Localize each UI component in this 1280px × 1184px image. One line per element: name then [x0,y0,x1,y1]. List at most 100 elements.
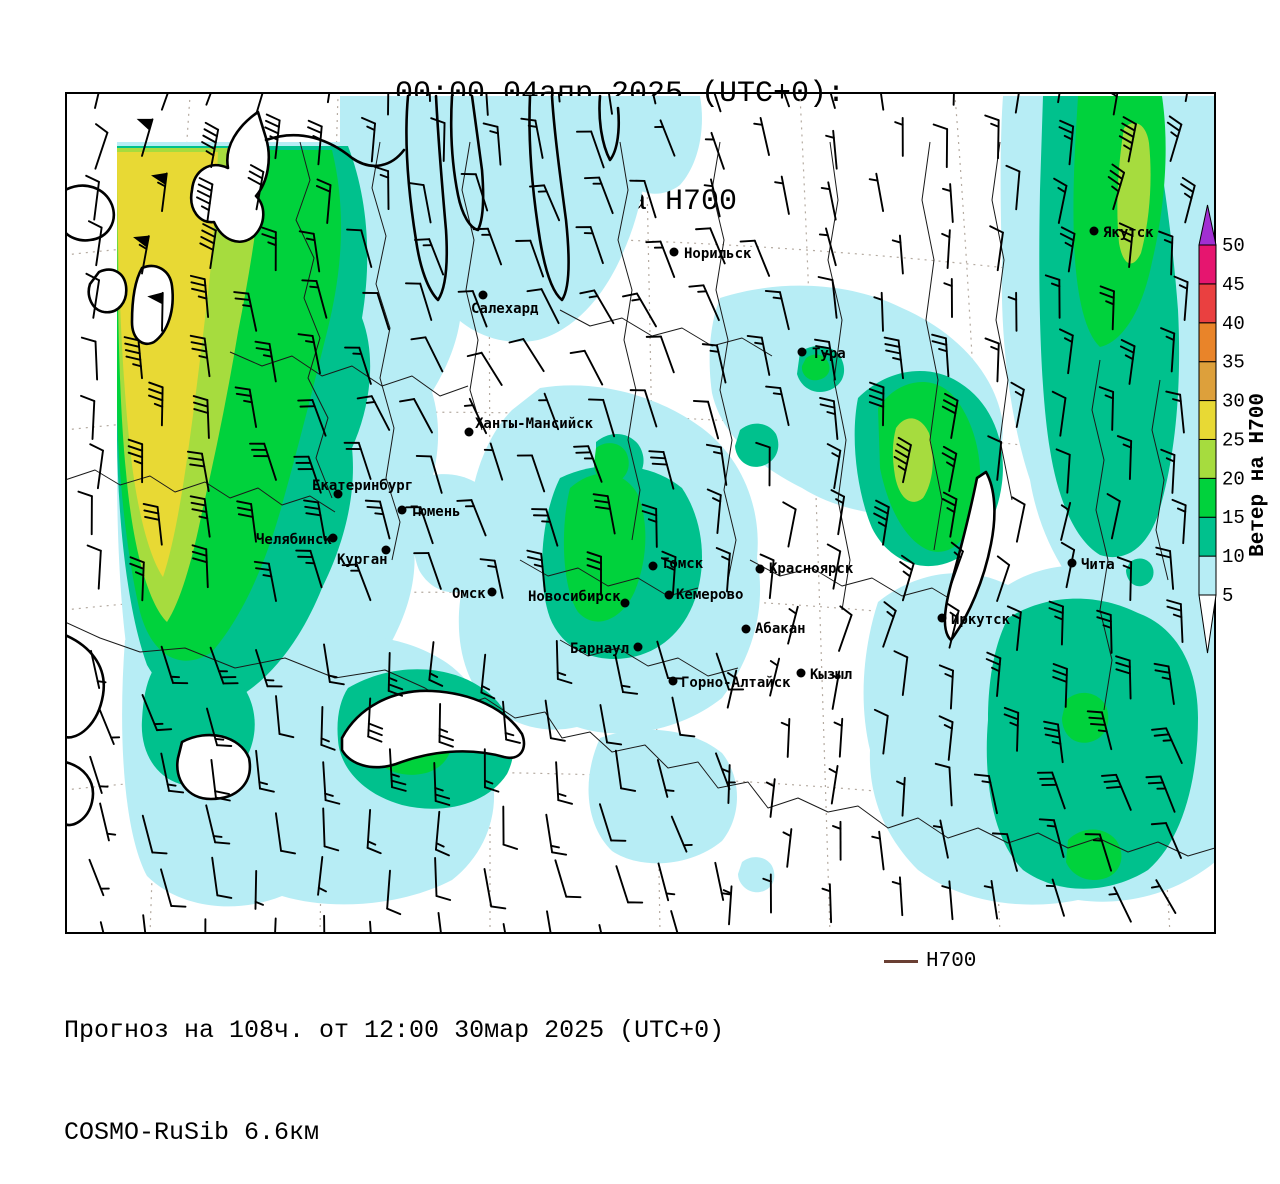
wind-barb [780,828,792,867]
wind-barb [984,338,999,381]
weather-map-canvas: НорильскСалехардТураХанты-МансийскЕкатер… [0,0,1280,1024]
wind-barb [509,335,543,378]
wind-barb [81,176,100,220]
city-label: Омск [452,586,486,602]
colorbar-segment [1199,323,1216,362]
colorbar-tick: 5 [1222,585,1233,607]
city-label: Якутск [1103,225,1154,241]
city-dot [1090,227,1099,236]
wind-barb [943,184,953,222]
city-dot [398,506,407,515]
wind-barb [571,347,603,391]
city-dot [797,669,806,678]
colorbar-segment [1199,284,1216,323]
city-Горно-Алтайск: Горно-Алтайск [669,675,792,691]
wind-barb [940,230,950,268]
colorbar-segment [1199,439,1216,478]
city-label: Норильск [684,246,752,262]
wind-barb [722,886,732,924]
city-label: Кызыл [810,667,852,683]
city-Кемерово: Кемерово [665,587,744,603]
wind-barb [985,115,999,158]
model-info: COSMO-RuSib 6.6км [64,1116,724,1150]
city-label: Абакан [755,621,806,637]
colorbar-tick: 35 [1222,352,1245,374]
city-Новосибирск: Новосибирск [528,589,630,608]
wind-barb [817,71,835,110]
city-dot [621,599,630,608]
wind-barb [555,856,580,901]
city-Норильск: Норильск [670,246,753,262]
city-Кызыл: Кызыл [797,667,853,683]
wind-barb [155,71,175,109]
city-dot [669,677,678,686]
wind-barb [78,492,92,535]
city-label: Екатеринбург [312,478,413,494]
wind-barb [1004,497,1026,541]
wind-barb [819,228,836,267]
wind-barb [892,877,902,915]
city-label: Иркутск [951,612,1011,628]
city-dot [1068,559,1077,568]
h700-legend: H700 [884,950,976,973]
city-label: Горно-Алтайск [681,675,791,691]
wind-barb [83,124,109,169]
city-label: Красноярск [769,561,854,577]
city-dot [634,643,643,652]
city-label: Курган [337,552,388,568]
wind-barb [1045,58,1065,102]
colorbar-title: Ветер на H700 [1247,393,1270,557]
city-dot [670,248,679,257]
colorbar-tick: 15 [1222,507,1245,529]
city-dot [798,348,807,357]
wind-barb [439,912,451,951]
wind-barb [199,67,219,105]
city-label: Кемерово [676,587,743,603]
wind-barb [85,546,101,589]
city-dot [665,591,674,600]
city-dot [488,588,497,597]
wind-barb [556,761,572,804]
colorbar-segment [1199,556,1216,595]
wind-barb [753,118,769,157]
wind-barb [824,765,837,804]
colorbar-tick: 50 [1222,235,1245,257]
wind-barb [503,807,517,850]
wind-barb [90,857,111,895]
h700-legend-line [884,960,918,963]
wind-barb [315,58,335,102]
colorbar-tick: 30 [1222,391,1245,413]
wind-barb [244,68,269,113]
colorbar-tick: 40 [1222,313,1245,335]
weather-map-page: { "title": { "line1": "00:00 04апр 2025 … [0,0,1280,1024]
wind-barb [1172,57,1193,101]
city-dot [756,565,765,574]
city-label: Томск [661,556,704,572]
forecast-info: Прогноз на 108ч. от 12:00 30мар 2025 (UT… [64,1014,724,1048]
wind-barb [775,502,796,546]
wind-barb [832,718,842,756]
city-dot [742,625,751,634]
city-label: Тюмень [410,504,461,520]
wind-barb [780,719,789,757]
h700-legend-label: H700 [926,950,976,973]
wind-barb [701,75,720,113]
city-dot [938,614,947,623]
colorbar-tick: 20 [1222,468,1245,490]
colorbar-tick: 10 [1222,546,1245,568]
city-dot [649,562,658,571]
wind-barb [83,221,102,265]
wind-barb [99,706,120,744]
city-label: Барнаул [570,641,629,657]
wind-barb [88,69,104,108]
wind-barb [547,910,561,949]
wind-barb [82,337,97,380]
city-label: Чита [1081,557,1115,573]
colorbar-segment [1199,401,1216,440]
city-label: Ханты-Мансийск [475,416,594,432]
wind-barb [100,802,116,841]
wind-barb [79,396,94,439]
wind-barb [940,62,955,105]
wind-barb [933,124,947,167]
